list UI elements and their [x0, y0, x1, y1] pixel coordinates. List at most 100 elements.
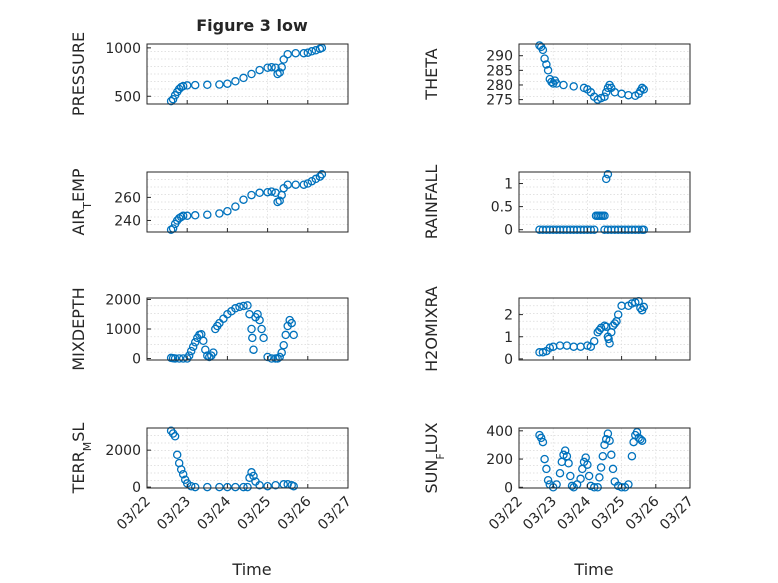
data-point: [595, 473, 604, 482]
y-tick-label: 0: [504, 223, 513, 239]
x-tick-label: 03/23: [520, 494, 560, 534]
data-point: [263, 481, 272, 491]
data-point: [231, 202, 240, 211]
data-point: [239, 301, 248, 311]
y-axis-label: PRESSURE: [69, 32, 88, 116]
panel-4: 0 0.5 1 RAINFALL: [422, 165, 691, 239]
data-point: [595, 325, 604, 335]
data-point: [245, 473, 254, 483]
y-axis-label: AIRTEMP: [69, 168, 94, 235]
data-point: [607, 450, 616, 460]
data-point: [172, 450, 182, 460]
data-point: [624, 90, 633, 100]
data-point: [632, 427, 642, 437]
y-tick-label: 280: [486, 78, 513, 94]
data-point: [255, 480, 264, 490]
y-tick-label: 2000: [105, 292, 141, 308]
data-point: [289, 481, 298, 491]
data-point: [203, 482, 212, 492]
y-axis-label: H2OMIXRA: [422, 286, 441, 372]
data-point: [583, 460, 592, 469]
axes-box: [146, 427, 349, 489]
panel-3: 240 260 AIRTEMP: [69, 168, 349, 236]
grid: [147, 44, 348, 104]
data-point: [178, 81, 188, 91]
data-point: [589, 225, 599, 234]
data-point: [277, 348, 286, 357]
grid: [519, 172, 690, 232]
data-point: [598, 451, 608, 461]
data-point: [174, 354, 184, 363]
data-point: [279, 55, 288, 64]
data-point: [275, 352, 284, 362]
data-point: [247, 69, 256, 79]
data-point: [601, 88, 611, 97]
data-point: [271, 480, 280, 490]
data-point: [299, 180, 309, 189]
data-point: [257, 324, 266, 334]
data-point: [589, 336, 599, 346]
data-point: [639, 225, 649, 234]
data-point: [564, 459, 573, 468]
axes-box: [518, 43, 691, 105]
data-point: [255, 315, 264, 325]
data-point: [184, 351, 194, 360]
data-point: [307, 47, 317, 56]
data-point: [639, 85, 649, 94]
data-point: [584, 471, 594, 481]
data-point: [596, 463, 606, 472]
data-point: [283, 49, 292, 59]
x-axis-label-left: Time: [231, 560, 271, 579]
data-point: [263, 352, 272, 362]
data-point: [593, 483, 602, 492]
data-point: [283, 180, 292, 189]
data-point: [279, 340, 288, 350]
y-tick-label: 1000: [105, 41, 141, 57]
data-point: [190, 338, 200, 347]
data-point: [273, 69, 282, 79]
data-point: [601, 174, 611, 184]
data-point: [538, 437, 548, 447]
data-point: [275, 196, 284, 206]
data-point: [610, 319, 620, 328]
data-point: [231, 482, 240, 492]
data-point: [617, 483, 626, 492]
data-point: [600, 321, 609, 330]
data-point: [636, 435, 645, 444]
data-point: [576, 474, 585, 484]
data-point: [239, 73, 248, 83]
y-tick-label: 260: [114, 190, 141, 206]
y-axis-label: SUNFLUX: [422, 422, 447, 493]
data-point: [199, 336, 208, 346]
data-point: [605, 339, 614, 348]
data-point: [259, 333, 268, 343]
data-point: [186, 346, 196, 356]
x-tick-label: 03/25: [589, 494, 629, 534]
data-point: [219, 314, 228, 323]
data-point: [542, 60, 551, 69]
data-point: [190, 80, 200, 90]
panel-8: 0 200 400 SUNFLUX 03/2203/2303/2403/2503/260…: [422, 422, 697, 533]
axes-box: [518, 297, 691, 361]
data-point: [543, 66, 553, 75]
data-point: [600, 211, 609, 221]
panel-5: 0 1000 2000 MIXDEPTH: [69, 287, 349, 371]
data-point: [613, 310, 623, 319]
data-point: [223, 206, 232, 216]
data-point: [223, 79, 232, 88]
data-point: [209, 348, 218, 357]
y-tick-label: 240: [114, 213, 141, 229]
x-tick-label: 03/24: [194, 493, 234, 533]
y-tick-label: 2000: [105, 443, 141, 459]
data-point: [215, 209, 224, 218]
axes-box: [518, 171, 691, 233]
data-point: [566, 471, 575, 481]
data-point: [536, 433, 546, 443]
data-point: [540, 54, 549, 63]
data-point: [231, 77, 240, 86]
data-point: [600, 440, 609, 450]
data-point: [538, 45, 548, 55]
data-point: [239, 482, 248, 492]
data-point: [215, 482, 224, 492]
y-tick-label: 2: [504, 308, 513, 324]
